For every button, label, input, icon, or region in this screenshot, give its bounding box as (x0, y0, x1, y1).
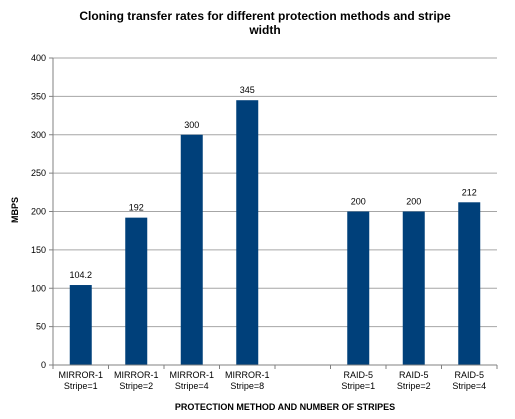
y-tick-label: 200 (31, 207, 46, 217)
data-label: 345 (240, 85, 255, 95)
y-tick-label: 300 (31, 130, 46, 140)
x-tick-label: RAID-5 (343, 370, 373, 380)
gridlines (53, 57, 497, 328)
chart-title-line-1: Cloning transfer rates for different pro… (79, 9, 451, 23)
x-tick-label: Stripe=2 (119, 381, 153, 391)
x-tick-label: Stripe=2 (397, 381, 431, 391)
bars (69, 100, 481, 366)
y-tick-label: 50 (36, 322, 46, 332)
data-label: 200 (351, 197, 366, 207)
y-axis-label: MBPS (10, 197, 20, 223)
x-tick-label: Stripe=1 (341, 381, 375, 391)
y-tick-label: 250 (31, 168, 46, 178)
bar (236, 100, 259, 366)
data-labels: 104.2 192 300 345 200 200 212 (69, 85, 476, 280)
chart-title-line-2: width (248, 23, 280, 37)
x-tick-label: MIRROR-1 (225, 370, 270, 380)
x-tick-label: Stripe=8 (230, 381, 264, 391)
x-axis-categories: MIRROR-1Stripe=1MIRROR-1Stripe=2MIRROR-1… (59, 370, 487, 391)
y-axis-ticks: 0 50 100 150 200 250 300 350 400 (31, 53, 53, 370)
data-label: 300 (184, 120, 199, 130)
axes (52, 58, 498, 369)
y-tick-label: 400 (31, 53, 46, 63)
x-tick-label: Stripe=1 (64, 381, 98, 391)
x-tick-label: RAID-5 (399, 370, 429, 380)
x-tick-label: MIRROR-1 (170, 370, 215, 380)
bar (347, 211, 370, 365)
x-tick-label: MIRROR-1 (114, 370, 159, 380)
y-tick-label: 0 (41, 360, 46, 370)
bar (69, 285, 92, 365)
y-tick-label: 150 (31, 245, 46, 255)
y-tick-label: 100 (31, 283, 46, 293)
bar (180, 134, 203, 365)
data-label: 192 (129, 203, 144, 213)
y-tick-label: 350 (31, 91, 46, 101)
x-tick-label: RAID-5 (454, 370, 484, 380)
data-label: 212 (462, 187, 477, 197)
bar (125, 217, 148, 365)
x-tick-label: MIRROR-1 (59, 370, 104, 380)
x-tick-label: Stripe=4 (452, 381, 486, 391)
data-label: 104.2 (69, 270, 92, 280)
bar (458, 202, 481, 365)
bar (402, 211, 425, 365)
x-axis-label: PROTECTION METHOD AND NUMBER OF STRIPES (175, 402, 395, 412)
x-tick-label: Stripe=4 (175, 381, 209, 391)
data-label: 200 (406, 197, 421, 207)
